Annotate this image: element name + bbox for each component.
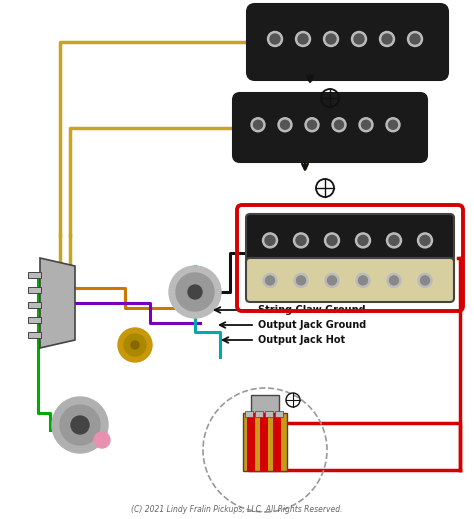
- Circle shape: [380, 32, 394, 47]
- Circle shape: [263, 274, 277, 288]
- FancyBboxPatch shape: [246, 258, 454, 302]
- Circle shape: [389, 120, 398, 129]
- FancyBboxPatch shape: [233, 93, 427, 162]
- Circle shape: [408, 32, 422, 47]
- Circle shape: [382, 34, 392, 44]
- Circle shape: [265, 236, 275, 245]
- Bar: [251, 395, 279, 413]
- Bar: [260, 413, 268, 471]
- Circle shape: [118, 328, 152, 362]
- Circle shape: [418, 274, 432, 288]
- Bar: [28, 302, 41, 308]
- Circle shape: [418, 233, 432, 248]
- Circle shape: [267, 32, 283, 47]
- Circle shape: [358, 276, 367, 285]
- Bar: [265, 411, 273, 417]
- Circle shape: [251, 118, 265, 132]
- Circle shape: [124, 334, 146, 356]
- FancyBboxPatch shape: [247, 4, 448, 80]
- Text: (C) 2021 Lindy Fralin Pickups, LLC. All Rights Reserved.: (C) 2021 Lindy Fralin Pickups, LLC. All …: [131, 506, 343, 514]
- Circle shape: [352, 32, 366, 47]
- Circle shape: [71, 416, 89, 434]
- Bar: [28, 317, 41, 323]
- Circle shape: [328, 276, 337, 285]
- Circle shape: [281, 120, 290, 129]
- Circle shape: [263, 233, 277, 248]
- Circle shape: [323, 32, 338, 47]
- Bar: [28, 272, 41, 278]
- Circle shape: [60, 405, 100, 445]
- Circle shape: [354, 34, 364, 44]
- Circle shape: [335, 120, 344, 129]
- Circle shape: [358, 236, 368, 245]
- Polygon shape: [40, 258, 75, 348]
- FancyBboxPatch shape: [246, 214, 454, 266]
- Circle shape: [410, 34, 420, 44]
- Circle shape: [176, 273, 214, 311]
- Bar: [28, 287, 41, 293]
- Bar: [28, 332, 41, 338]
- Circle shape: [386, 233, 401, 248]
- Circle shape: [356, 274, 370, 288]
- Circle shape: [359, 118, 373, 132]
- Circle shape: [387, 274, 401, 288]
- Circle shape: [169, 266, 221, 318]
- Circle shape: [295, 32, 310, 47]
- Circle shape: [298, 34, 308, 44]
- Circle shape: [325, 233, 339, 248]
- Circle shape: [325, 274, 339, 288]
- Text: String Claw Ground: String Claw Ground: [258, 305, 365, 315]
- Bar: [273, 413, 281, 471]
- Circle shape: [326, 34, 336, 44]
- Text: Output Jack Hot: Output Jack Hot: [258, 335, 345, 345]
- Circle shape: [297, 276, 306, 285]
- Circle shape: [94, 432, 110, 448]
- Circle shape: [305, 118, 319, 132]
- Circle shape: [327, 236, 337, 245]
- Circle shape: [356, 233, 371, 248]
- Circle shape: [308, 120, 317, 129]
- Circle shape: [389, 236, 399, 245]
- Bar: [245, 411, 253, 417]
- Bar: [243, 413, 287, 471]
- Bar: [255, 411, 263, 417]
- Text: Output Jack Ground: Output Jack Ground: [258, 320, 366, 330]
- Circle shape: [386, 118, 400, 132]
- Circle shape: [294, 274, 308, 288]
- Circle shape: [390, 276, 399, 285]
- Circle shape: [296, 236, 306, 245]
- Circle shape: [420, 276, 429, 285]
- Circle shape: [420, 236, 430, 245]
- Circle shape: [52, 397, 108, 453]
- Circle shape: [332, 118, 346, 132]
- Circle shape: [293, 233, 309, 248]
- Circle shape: [362, 120, 371, 129]
- Bar: [275, 411, 283, 417]
- Circle shape: [270, 34, 280, 44]
- Circle shape: [265, 276, 274, 285]
- Circle shape: [254, 120, 263, 129]
- Circle shape: [188, 285, 202, 299]
- Circle shape: [131, 341, 139, 349]
- Circle shape: [278, 118, 292, 132]
- Bar: [247, 413, 255, 471]
